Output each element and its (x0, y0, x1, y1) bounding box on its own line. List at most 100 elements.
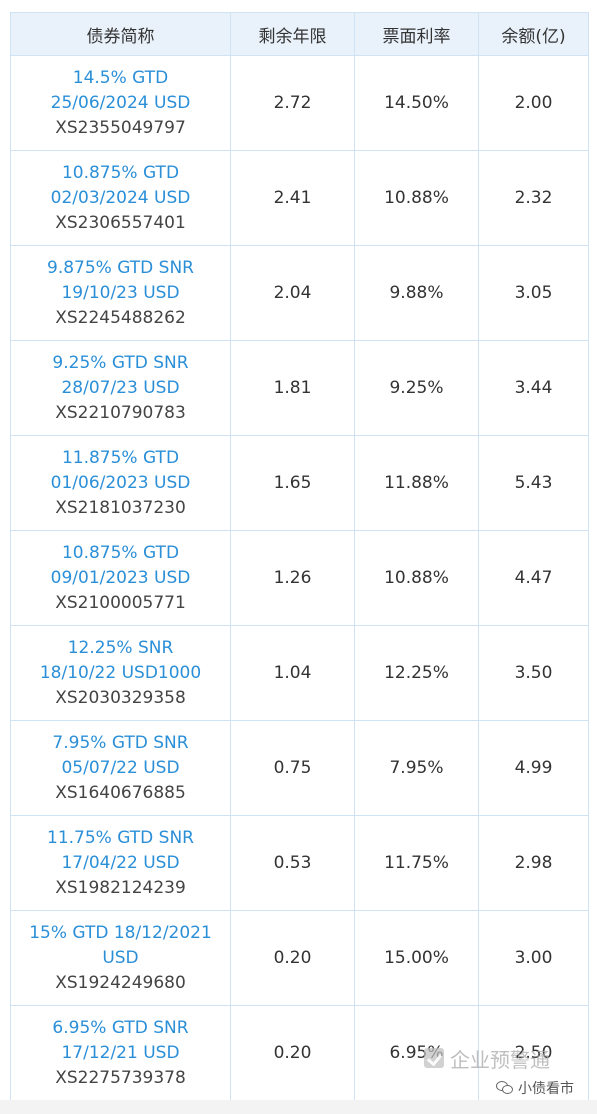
bond-name-link[interactable]: 19/10/23 USD (61, 282, 180, 303)
remaining-years-cell: 0.75 (230, 720, 355, 816)
bond-code: XS2210790783 (55, 402, 186, 423)
wechat-icon (496, 1081, 514, 1095)
table-body: 14.5% GTD 25/06/2024 USD XS2355049797 2.72 1… (10, 55, 589, 1101)
bond-name-link[interactable]: 09/01/2023 USD (50, 567, 191, 588)
bond-name-cell: 12.25% SNR 18/10/22 USD1000 XS2030329358 (10, 625, 231, 721)
bond-code: XS1982124239 (55, 877, 186, 898)
bond-name-link[interactable]: 02/03/2024 USD (50, 187, 191, 208)
balance-cell: 4.47 (478, 530, 589, 626)
coupon-rate-cell: 10.88% (354, 530, 479, 626)
coupon-rate-cell: 11.75% (354, 815, 479, 911)
header-remaining-years: 剩余年限 (230, 12, 355, 56)
bond-code: XS2181037230 (55, 497, 186, 518)
coupon-rate-cell: 15.00% (354, 910, 479, 1006)
bond-code: XS2306557401 (55, 212, 186, 233)
table-header: 债券简称 剩余年限 票面利率 余额(亿) (10, 12, 589, 56)
header-balance: 余额(亿) (478, 12, 589, 56)
remaining-years-cell: 2.04 (230, 245, 355, 341)
table-row: 10.875% GTD 09/01/2023 USD XS2100005771 1.2… (10, 530, 589, 626)
balance-cell: 2.32 (478, 150, 589, 246)
table-row: 12.25% SNR 18/10/22 USD1000 XS2030329358 1.… (10, 625, 589, 721)
bond-name-link[interactable]: 18/10/22 USD1000 (39, 662, 202, 683)
bond-code: XS2245488262 (55, 307, 186, 328)
bond-code: XS2030329358 (55, 687, 186, 708)
bond-name-link[interactable]: 6.95% GTD SNR (52, 1017, 189, 1038)
bond-name-link[interactable]: 15% GTD 18/12/2021 (29, 922, 212, 943)
watermark-brand-text: 企业预警通 (450, 1047, 550, 1072)
coupon-rate-cell: 10.88% (354, 150, 479, 246)
watermark-account: 小债看市 (496, 1078, 574, 1098)
bond-name-link[interactable]: 14.5% GTD (72, 67, 169, 88)
bond-name-link[interactable]: 17/04/22 USD (61, 852, 180, 873)
remaining-years-cell: 2.41 (230, 150, 355, 246)
bond-code: XS1640676885 (55, 782, 186, 803)
bond-name-cell: 14.5% GTD 25/06/2024 USD XS2355049797 (10, 55, 231, 151)
watermark-brand: 企业预警通 (424, 1044, 550, 1072)
bond-name-cell: 11.75% GTD SNR 17/04/22 USD XS1982124239 (10, 815, 231, 911)
table-row: 7.95% GTD SNR 05/07/22 USD XS1640676885 0.7… (10, 720, 589, 816)
bond-name-link[interactable]: 28/07/23 USD (61, 377, 180, 398)
bond-name-link[interactable]: 10.875% GTD (61, 162, 180, 183)
bond-code: XS1924249680 (55, 972, 186, 993)
balance-cell: 5.43 (478, 435, 589, 531)
bond-name-link[interactable]: USD (102, 947, 139, 968)
bond-name-cell: 10.875% GTD 09/01/2023 USD XS2100005771 (10, 530, 231, 626)
remaining-years-cell: 0.53 (230, 815, 355, 911)
header-bond-name: 债券简称 (10, 12, 231, 56)
bond-code: XS2100005771 (55, 592, 186, 613)
coupon-rate-cell: 9.88% (354, 245, 479, 341)
table-row: 15% GTD 18/12/2021 USD XS1924249680 0.20 15.… (10, 910, 589, 1006)
bond-code: XS2355049797 (55, 117, 186, 138)
coupon-rate-cell: 11.88% (354, 435, 479, 531)
table-row: 9.25% GTD SNR 28/07/23 USD XS2210790783 1.8… (10, 340, 589, 436)
bond-name-cell: 9.25% GTD SNR 28/07/23 USD XS2210790783 (10, 340, 231, 436)
bond-table: 债券简称 剩余年限 票面利率 余额(亿) 14.5% GTD 25/06/2024… (10, 12, 589, 1101)
bond-name-link[interactable]: 10.875% GTD (61, 542, 180, 563)
bond-name-link[interactable]: 11.875% GTD (61, 447, 180, 468)
bond-code: XS2275739378 (55, 1067, 186, 1088)
table-row: 6.95% GTD SNR 17/12/21 USD XS2275739378 0.2… (10, 1005, 589, 1101)
bond-name-link[interactable]: 12.25% SNR (67, 637, 174, 658)
balance-cell: 3.50 (478, 625, 589, 721)
remaining-years-cell: 1.81 (230, 340, 355, 436)
remaining-years-cell: 0.20 (230, 910, 355, 1006)
bond-name-link[interactable]: 7.95% GTD SNR (52, 732, 189, 753)
balance-cell: 2.00 (478, 55, 589, 151)
bond-name-link[interactable]: 25/06/2024 USD (50, 92, 191, 113)
bond-name-cell: 11.875% GTD 01/06/2023 USD XS2181037230 (10, 435, 231, 531)
table-row: 14.5% GTD 25/06/2024 USD XS2355049797 2.72 1… (10, 55, 589, 151)
check-logo-icon (424, 1048, 444, 1068)
table-row: 11.75% GTD SNR 17/04/22 USD XS1982124239 0.… (10, 815, 589, 911)
balance-cell: 4.99 (478, 720, 589, 816)
table-row: 11.875% GTD 01/06/2023 USD XS2181037230 1.6… (10, 435, 589, 531)
bond-name-cell: 7.95% GTD SNR 05/07/22 USD XS1640676885 (10, 720, 231, 816)
bond-name-cell: 6.95% GTD SNR 17/12/21 USD XS2275739378 (10, 1005, 231, 1101)
coupon-rate-cell: 14.50% (354, 55, 479, 151)
balance-cell: 3.00 (478, 910, 589, 1006)
balance-cell: 3.44 (478, 340, 589, 436)
bond-name-cell: 9.875% GTD SNR 19/10/23 USD XS2245488262 (10, 245, 231, 341)
bond-name-cell: 10.875% GTD 02/03/2024 USD XS2306557401 (10, 150, 231, 246)
table-row: 10.875% GTD 02/03/2024 USD XS2306557401 2.4… (10, 150, 589, 246)
remaining-years-cell: 1.26 (230, 530, 355, 626)
header-row: 债券简称 剩余年限 票面利率 余额(亿) (10, 12, 589, 56)
watermark-account-text: 小债看市 (518, 1081, 574, 1097)
balance-cell: 3.05 (478, 245, 589, 341)
coupon-rate-cell: 7.95% (354, 720, 479, 816)
bond-name-link[interactable]: 9.875% GTD SNR (47, 257, 194, 278)
remaining-years-cell: 1.04 (230, 625, 355, 721)
bottom-bar (0, 1100, 597, 1114)
coupon-rate-cell: 12.25% (354, 625, 479, 721)
remaining-years-cell: 2.72 (230, 55, 355, 151)
bond-name-link[interactable]: 01/06/2023 USD (50, 472, 191, 493)
bond-name-link[interactable]: 11.75% GTD SNR (47, 827, 194, 848)
bond-name-link[interactable]: 17/12/21 USD (61, 1042, 180, 1063)
remaining-years-cell: 1.65 (230, 435, 355, 531)
bond-name-link[interactable]: 05/07/22 USD (61, 757, 180, 778)
bond-name-cell: 15% GTD 18/12/2021 USD XS1924249680 (10, 910, 231, 1006)
balance-cell: 2.98 (478, 815, 589, 911)
coupon-rate-cell: 9.25% (354, 340, 479, 436)
header-coupon-rate: 票面利率 (354, 12, 479, 56)
bond-name-link[interactable]: 9.25% GTD SNR (52, 352, 189, 373)
